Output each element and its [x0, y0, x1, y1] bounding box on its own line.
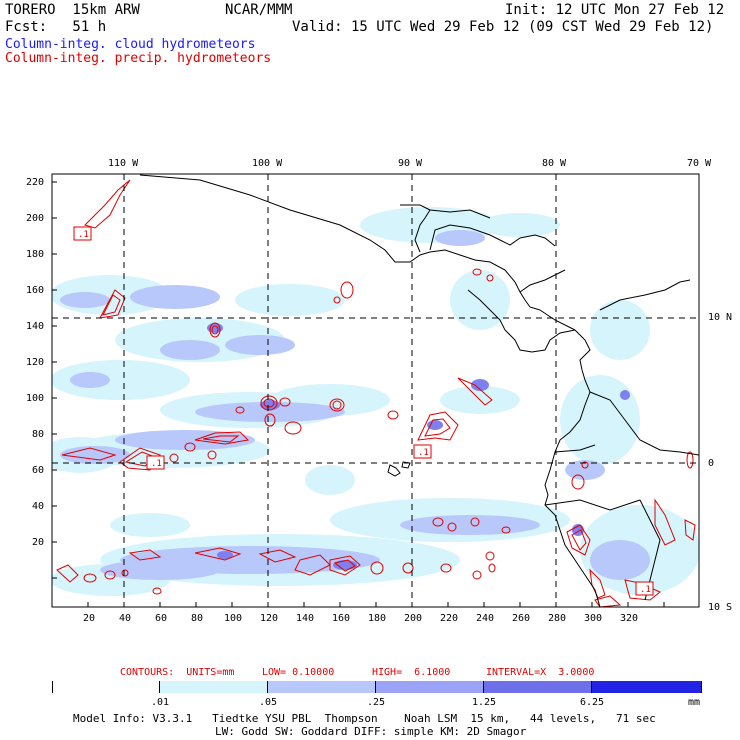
cloud-shading-medium [60, 230, 650, 580]
y-tick-label: 20 [32, 537, 45, 548]
y-tick-label: 80 [32, 429, 45, 440]
axis-ticks [52, 181, 665, 607]
model-info-line2: LW: Godd SW: Goddard DIFF: simple KM: 2D… [215, 725, 527, 738]
colorbar-label: .01 [151, 697, 170, 708]
lon-label: 110 W [108, 158, 139, 169]
forecast-hour: Fcst: 51 h [5, 19, 107, 35]
model-info-line1: Model Info: V3.3.1 Tiedtke YSU PBL Thomp… [73, 712, 656, 725]
colorbar-segment [53, 681, 160, 693]
low-marker-label: .1 [640, 585, 651, 595]
x-tick-label: 260 [512, 613, 531, 624]
contour-low: LOW= 0.10000 [262, 667, 335, 678]
low-marker-label: .1 [151, 459, 162, 469]
contour-units: CONTOURS: UNITS=mm [120, 667, 235, 678]
coastlines [139, 174, 699, 607]
colorbar-label: .25 [367, 697, 386, 708]
contour-interval: INTERVAL=X 3.0000 [486, 667, 595, 678]
y-tick-label: 220 [26, 177, 45, 188]
lon-label: 70 W [687, 158, 712, 169]
y-tick-label: 60 [32, 465, 45, 476]
init-time: Init: 12 UTC Mon 27 Feb 12 [505, 2, 725, 18]
low-markers [73, 226, 654, 596]
lon-label: 90 W [398, 158, 423, 169]
lon-label: 100 W [252, 158, 283, 169]
valid-time: Valid: 15 UTC Wed 29 Feb 12 (09 CST Wed … [292, 19, 714, 35]
lon-label: 80 W [542, 158, 567, 169]
colorbar-unit: mm [688, 697, 701, 708]
x-tick-label: 100 [224, 613, 243, 624]
y-tick-label: 120 [26, 357, 45, 368]
x-tick-label: 220 [440, 613, 459, 624]
x-tick-label: 200 [404, 613, 423, 624]
colorbar-label: 1.25 [472, 697, 497, 708]
cloud-shading-light [52, 207, 699, 596]
x-tick-label: 60 [155, 613, 168, 624]
colorbar-label: .05 [259, 697, 278, 708]
lat-lon-grid [52, 174, 699, 607]
x-tick-label: 160 [332, 613, 351, 624]
low-marker-label: .1 [78, 230, 89, 240]
x-tick-label: 280 [548, 613, 567, 624]
x-tick-label: 320 [620, 613, 639, 624]
colorbar-label: 6.25 [580, 697, 605, 708]
colorbar-segment [160, 681, 268, 693]
x-tick-label: 40 [119, 613, 132, 624]
y-tick-label: 160 [26, 285, 45, 296]
x-tick-label: 140 [296, 613, 315, 624]
colorbar-segment [592, 681, 701, 693]
lat-label: 10 S [708, 602, 733, 613]
field-precip-label: Column-integ. precip. hydrometeors [5, 51, 272, 66]
low-marker-label: .1 [418, 448, 429, 458]
y-tick-label: 180 [26, 249, 45, 260]
x-tick-label: 180 [368, 613, 387, 624]
lat-label: 0 [708, 458, 715, 469]
x-tick-label: 120 [260, 613, 279, 624]
lat-label: 10 N [708, 312, 733, 323]
y-tick-label: 40 [32, 501, 45, 512]
y-tick-label: 200 [26, 213, 45, 224]
org-title: NCAR/MMM [225, 2, 293, 18]
y-tick-label: 140 [26, 321, 45, 332]
colorbar-segment [376, 681, 484, 693]
model-title: TORERO 15km ARW [5, 2, 140, 18]
x-tick-label: 80 [191, 613, 204, 624]
x-tick-label: 20 [83, 613, 96, 624]
x-tick-label: 300 [584, 613, 603, 624]
x-tick-label: 240 [476, 613, 495, 624]
colorbar-segment [484, 681, 592, 693]
contour-high: HIGH= 6.1000 [372, 667, 451, 678]
precip-contours [56, 179, 696, 607]
colorbar-segment [268, 681, 376, 693]
field-cloud-label: Column-integ. cloud hydrometeors [5, 37, 256, 52]
y-tick-label: 100 [26, 393, 45, 404]
